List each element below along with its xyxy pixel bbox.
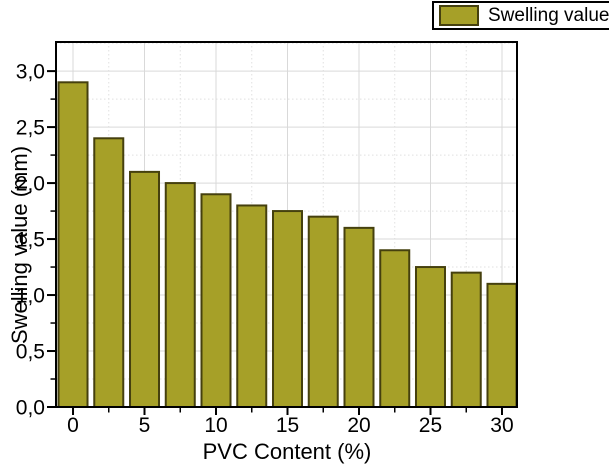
y-tick-label: 0,5 <box>16 341 45 364</box>
y-tick-label: 3,0 <box>16 61 45 84</box>
legend-swatch-icon <box>439 5 479 26</box>
x-tick-label: 5 <box>139 414 151 437</box>
x-tick-label: 10 <box>204 414 227 437</box>
legend-label: Swelling value <box>488 4 609 26</box>
bar <box>236 204 268 408</box>
bar <box>414 266 446 409</box>
plot-area: 0 5 10 15 20 25 30 0,0 0,5 1,0 1,5 2,0 2,5 3,0 <box>16 41 518 437</box>
bar <box>379 249 411 408</box>
bar <box>164 182 196 408</box>
bar <box>272 210 304 408</box>
bar <box>93 137 125 409</box>
y-axis-title: Swelling value (mm) <box>7 146 32 344</box>
legend: Swelling value <box>432 1 609 30</box>
bar <box>57 81 89 408</box>
plot-frame <box>55 41 518 408</box>
y-tick-label: 0,0 <box>16 397 45 420</box>
x-tick-label: 20 <box>347 414 370 437</box>
bar <box>307 215 339 408</box>
bar <box>450 271 482 408</box>
y-tick-label: 1,0 <box>16 285 45 308</box>
x-tick-label: 30 <box>490 414 513 437</box>
y-tick-label: 2,0 <box>16 173 45 196</box>
bar <box>129 170 161 408</box>
bar <box>343 226 375 408</box>
x-tick-label: 0 <box>67 414 79 437</box>
bar <box>486 282 518 408</box>
x-axis-title: PVC Content (%) <box>203 439 372 464</box>
y-tick-label: 2,5 <box>16 117 45 140</box>
x-tick-label: 15 <box>276 414 299 437</box>
bar <box>200 193 232 408</box>
y-tick-label: 1,5 <box>16 229 45 252</box>
x-tick-label: 25 <box>419 414 442 437</box>
